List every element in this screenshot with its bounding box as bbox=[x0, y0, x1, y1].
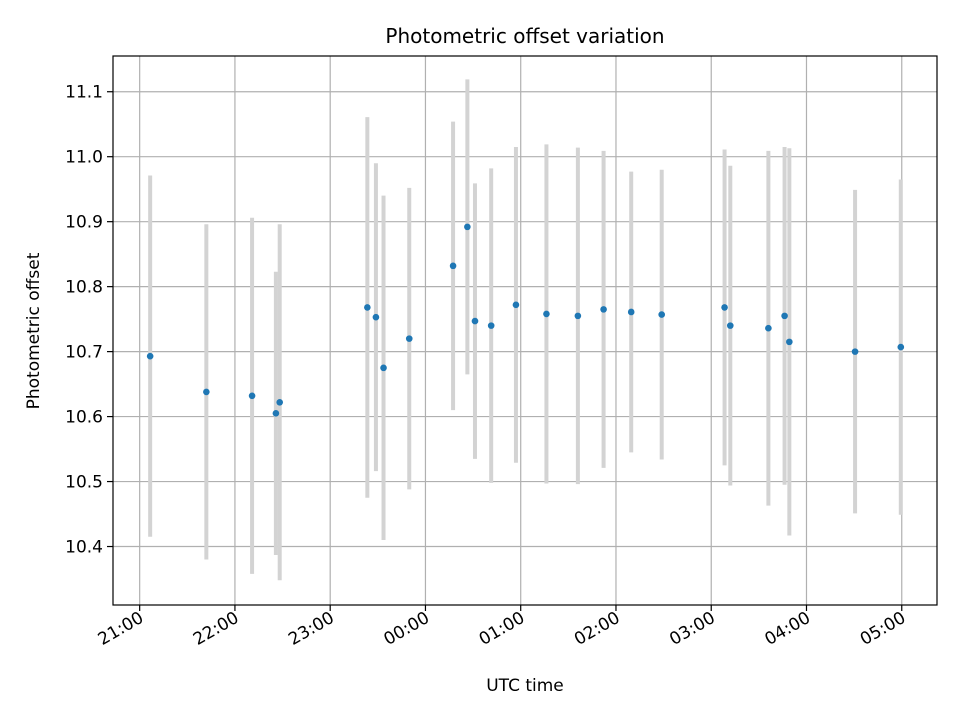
data-point bbox=[372, 313, 380, 321]
data-point bbox=[248, 392, 256, 400]
data-point bbox=[380, 364, 387, 372]
data-point bbox=[658, 311, 665, 318]
data-point bbox=[781, 312, 788, 320]
x-tick-label: 05:00 bbox=[857, 608, 909, 650]
x-tick-label: 03:00 bbox=[666, 608, 718, 650]
data-point bbox=[464, 223, 471, 231]
data-point bbox=[851, 348, 859, 355]
data-point bbox=[449, 262, 457, 270]
data-point bbox=[600, 306, 607, 313]
data-point bbox=[272, 410, 280, 417]
y-tick-label: 10.9 bbox=[65, 213, 103, 233]
plot-area-frame bbox=[112, 55, 938, 606]
x-tick-label: 01:00 bbox=[476, 608, 528, 650]
x-tick-label: 21:00 bbox=[95, 608, 147, 650]
y-tick-label: 10.7 bbox=[65, 343, 103, 363]
data-point bbox=[726, 322, 734, 329]
chart-title: Photometric offset variation bbox=[385, 24, 664, 48]
x-tick-label: 00:00 bbox=[381, 608, 433, 650]
y-tick-label: 10.8 bbox=[65, 278, 103, 298]
y-axis-ticks: 10.4 10.5 10.6 10.7 10.8 10.9 11.0 11.1 bbox=[65, 83, 113, 558]
data-point bbox=[203, 388, 210, 396]
data-point bbox=[897, 343, 905, 351]
y-gridlines bbox=[113, 91, 937, 548]
data-point bbox=[512, 301, 520, 309]
x-tick-label: 02:00 bbox=[571, 608, 623, 650]
data-point bbox=[364, 304, 371, 311]
data-point bbox=[405, 335, 413, 342]
data-point bbox=[146, 352, 154, 360]
error-bars bbox=[148, 79, 903, 581]
y-tick-label: 11.1 bbox=[65, 83, 103, 103]
y-axis-label: Photometric offset bbox=[24, 252, 44, 409]
data-point bbox=[721, 304, 728, 311]
data-point bbox=[574, 312, 582, 320]
data-point bbox=[487, 322, 495, 329]
x-axis-label: UTC time bbox=[486, 676, 564, 696]
data-point bbox=[471, 317, 479, 325]
x-tick-label: 04:00 bbox=[762, 608, 814, 650]
y-tick-label: 10.6 bbox=[65, 408, 103, 428]
x-tick-label: 22:00 bbox=[190, 608, 242, 650]
y-tick-label: 11.0 bbox=[65, 148, 103, 168]
x-tick-label: 23:00 bbox=[285, 608, 337, 650]
data-points bbox=[146, 223, 905, 417]
data-point bbox=[276, 398, 284, 406]
y-tick-label: 10.4 bbox=[65, 538, 103, 558]
x-axis-ticks: 21:00 22:00 23:00 00:00 01:00 02:00 03:00 04:00… bbox=[95, 605, 909, 650]
data-point bbox=[543, 310, 550, 318]
y-tick-label: 10.5 bbox=[65, 473, 103, 493]
data-point bbox=[786, 338, 793, 346]
data-point bbox=[627, 308, 635, 316]
data-point bbox=[765, 324, 772, 332]
